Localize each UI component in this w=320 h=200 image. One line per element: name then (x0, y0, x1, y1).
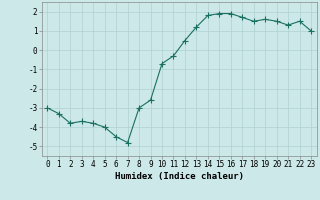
X-axis label: Humidex (Indice chaleur): Humidex (Indice chaleur) (115, 172, 244, 181)
